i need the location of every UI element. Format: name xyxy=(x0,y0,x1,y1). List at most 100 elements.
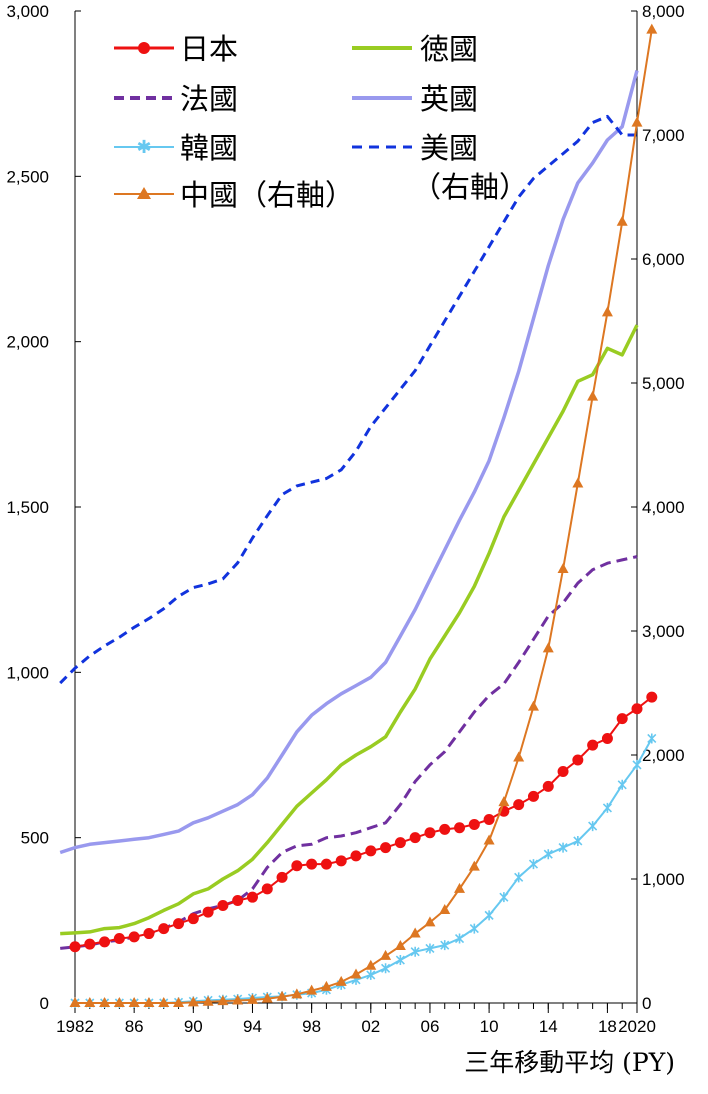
point-china xyxy=(291,988,303,999)
point-japan xyxy=(439,823,451,835)
point-korea xyxy=(573,835,583,846)
point-china xyxy=(527,700,539,711)
legend-marker-china xyxy=(137,187,151,199)
point-japan xyxy=(527,790,539,802)
legend-marker-japan xyxy=(138,42,150,54)
legend-label-china: 中國（右軸） xyxy=(180,178,354,212)
point-china xyxy=(557,563,569,573)
point-china xyxy=(276,990,288,1001)
point-china xyxy=(350,968,362,979)
point-china xyxy=(365,959,377,970)
point-china xyxy=(454,882,466,893)
point-japan xyxy=(291,860,303,872)
legend-label-korea: 韓國 xyxy=(180,131,238,165)
point-korea xyxy=(588,821,598,832)
legend-item-uk: 英國 xyxy=(352,82,478,116)
series-layer xyxy=(59,23,658,1008)
point-korea xyxy=(425,943,435,954)
point-china xyxy=(84,997,96,1007)
point-japan xyxy=(113,933,125,945)
point-japan xyxy=(454,822,466,834)
point-japan xyxy=(158,923,170,935)
point-china xyxy=(261,992,273,1003)
point-china xyxy=(306,984,318,995)
axes: 0 500 1,000 1,500 2,000 2,500 3,000 0 1,000 2,000… xyxy=(6,2,684,1036)
y-right-tick-label: 3,000 xyxy=(642,622,685,641)
legend-label-france: 法國 xyxy=(180,82,238,116)
point-china xyxy=(439,904,451,914)
point-japan xyxy=(99,936,111,948)
x-tick-label: 1982 xyxy=(56,1017,94,1036)
point-japan xyxy=(587,739,599,751)
point-china xyxy=(394,939,406,950)
x-tick-label: 98 xyxy=(302,1017,321,1036)
x-axis-label: 三年移動平均 (PY) xyxy=(464,1048,675,1077)
point-japan xyxy=(513,799,525,811)
point-japan xyxy=(246,891,258,903)
series-line-japan xyxy=(74,696,653,948)
point-japan xyxy=(261,883,273,895)
legend-marker-korea: ✱ xyxy=(136,137,151,158)
y-left-tick-label: 1,500 xyxy=(6,498,49,517)
point-korea xyxy=(602,802,612,813)
point-japan xyxy=(350,850,362,862)
legend: 日本 徳國 法國 英國 ✱ 韓國 美國 （右軸） 中國（右軸） xyxy=(114,32,528,212)
point-china xyxy=(409,927,421,938)
y-left-tick-label: 500 xyxy=(21,829,49,848)
x-tick-label: 02 xyxy=(361,1017,380,1036)
legend-label-japan: 日本 xyxy=(180,32,238,66)
point-china xyxy=(483,834,495,845)
point-korea xyxy=(499,892,509,903)
point-korea xyxy=(617,779,627,790)
x-tick-label: 94 xyxy=(243,1017,262,1036)
y-right-tick-label: 8,000 xyxy=(642,2,685,21)
point-japan xyxy=(276,871,288,883)
series-korea xyxy=(70,733,657,1008)
point-china xyxy=(616,215,628,226)
series-line-usa xyxy=(59,114,637,685)
series-usa xyxy=(59,114,637,685)
point-japan xyxy=(483,813,495,825)
point-china xyxy=(158,997,170,1007)
point-korea xyxy=(647,733,657,744)
series-line-china xyxy=(75,29,653,1004)
point-japan xyxy=(424,827,436,839)
point-china xyxy=(113,997,125,1007)
point-korea xyxy=(484,910,494,921)
y-left-tick-label: 2,500 xyxy=(6,167,49,186)
legend-item-germany: 徳國 xyxy=(352,32,478,66)
point-japan xyxy=(365,845,377,857)
point-japan xyxy=(173,918,185,930)
x-tick-label: 90 xyxy=(184,1017,203,1036)
point-japan xyxy=(320,858,332,870)
point-china xyxy=(187,996,199,1007)
point-korea xyxy=(454,933,465,944)
y-left-tick-label: 0 xyxy=(40,994,49,1013)
legend-item-korea: ✱ 韓國 xyxy=(114,131,238,165)
y-right-tick-label: 6,000 xyxy=(642,250,685,269)
point-china xyxy=(542,642,554,653)
point-japan xyxy=(232,894,244,906)
point-japan xyxy=(143,928,155,940)
point-china xyxy=(572,477,584,488)
point-japan xyxy=(601,732,613,744)
point-china xyxy=(320,980,332,991)
point-japan xyxy=(335,855,347,867)
point-korea xyxy=(543,849,553,860)
point-china xyxy=(217,995,229,1006)
point-china xyxy=(202,995,214,1006)
series-france xyxy=(60,555,638,950)
point-japan xyxy=(306,858,318,870)
point-china xyxy=(468,860,480,871)
point-china xyxy=(99,997,111,1007)
x-tick-label: 06 xyxy=(420,1017,439,1036)
point-china xyxy=(380,949,392,960)
legend-item-china: 中國（右軸） xyxy=(114,178,354,212)
point-japan xyxy=(616,713,628,725)
point-japan xyxy=(572,754,584,766)
point-korea xyxy=(558,842,568,853)
legend-label-usa: 美國 xyxy=(420,131,478,165)
point-china xyxy=(424,916,436,927)
y-right-tick-label: 0 xyxy=(642,994,651,1013)
